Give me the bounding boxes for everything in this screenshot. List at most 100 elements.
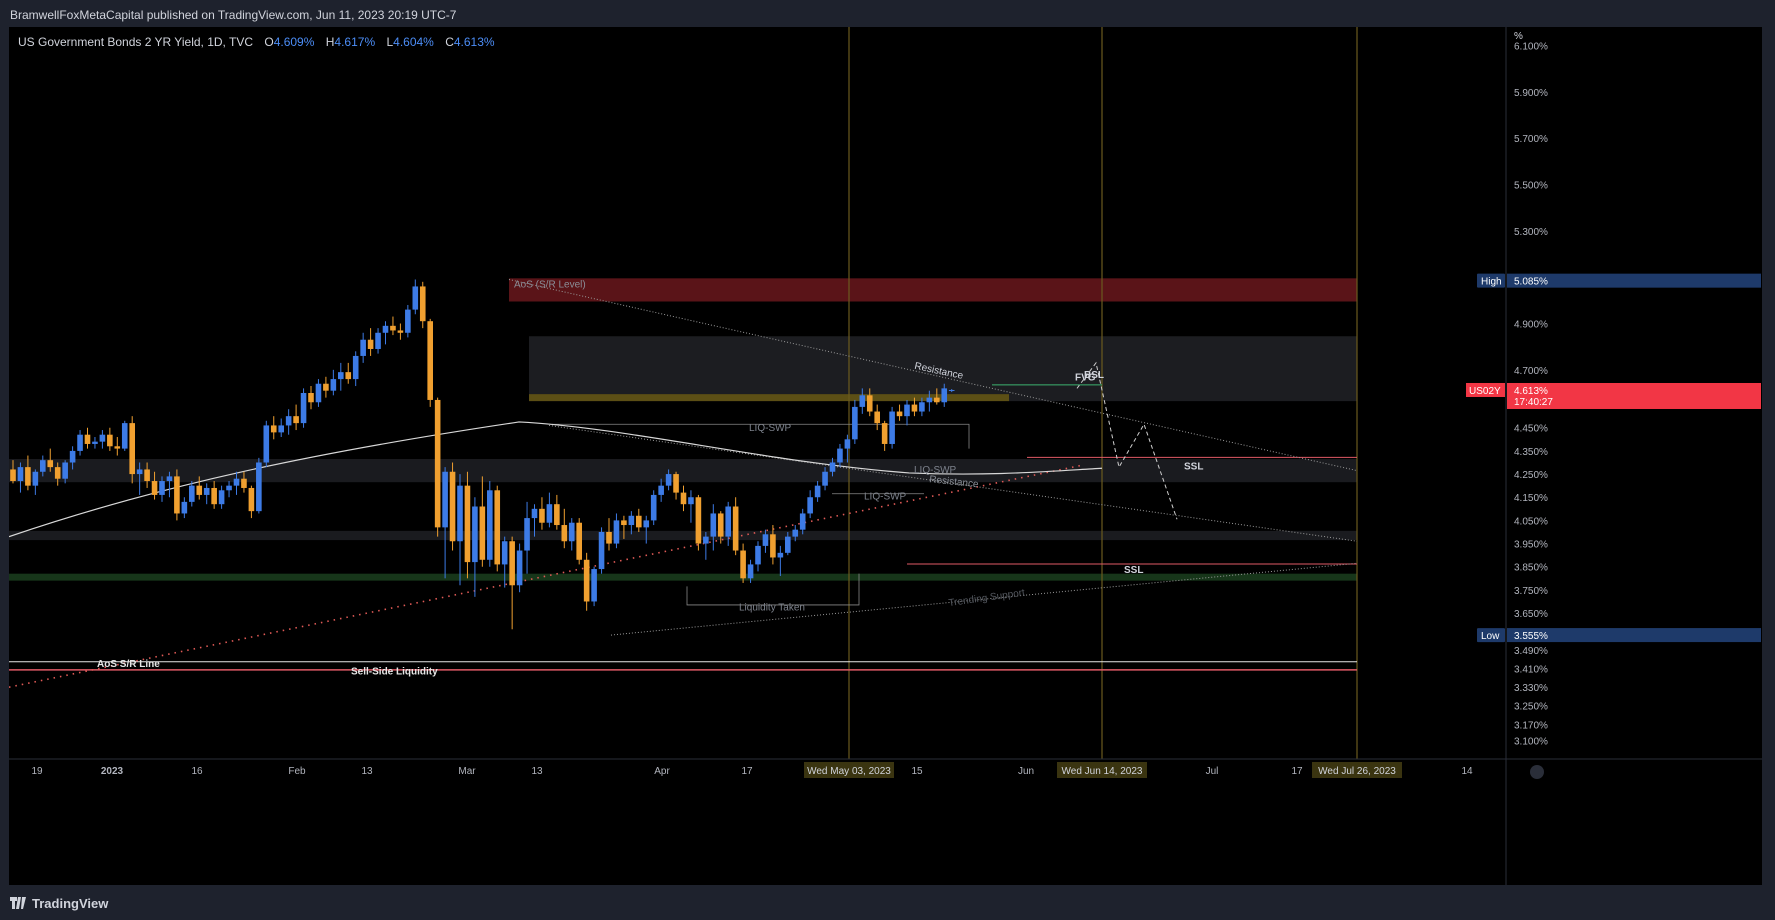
candle-body: [822, 471, 828, 486]
legend-low-label: L: [386, 35, 394, 49]
candle-body: [293, 416, 299, 424]
candle-body: [449, 471, 456, 542]
annotation-liq-swp-1: LIQ-SWP: [749, 423, 792, 434]
candle-body: [285, 416, 292, 426]
low-badge-value: 3.555%: [1514, 631, 1548, 642]
candle-body: [524, 518, 530, 551]
candle-body: [762, 534, 769, 546]
annotation-aos-sr-line: AoS S/R Line: [97, 659, 160, 670]
candle-body: [40, 460, 46, 472]
time-tick-label: 14: [1461, 766, 1473, 777]
time-tick-label: 17: [741, 766, 753, 777]
candle-body: [114, 446, 121, 449]
price-axis-unit: %: [1514, 31, 1523, 42]
time-tick-label: 13: [361, 766, 373, 777]
candle-body: [151, 481, 158, 495]
candle-body: [665, 474, 672, 486]
candle-body: [84, 434, 91, 444]
price-tick-label: 4.900%: [1514, 320, 1548, 331]
footer-brand[interactable]: TradingView: [10, 896, 108, 911]
mid-zone: [9, 530, 1357, 541]
price-tick-label: 3.850%: [1514, 563, 1548, 574]
candle-body: [583, 559, 590, 602]
candle-body: [174, 476, 180, 514]
candle-body: [658, 485, 664, 495]
candle-body: [419, 286, 426, 322]
legend-close-label: C: [445, 35, 454, 49]
order-block-zone: [529, 394, 1009, 402]
candle-body: [360, 339, 366, 356]
candle-body: [121, 423, 128, 449]
last-price-value: 4.613%: [1514, 386, 1548, 397]
candle-body: [613, 520, 620, 544]
legend-symbol: US Government Bonds 2 YR Yield, 1D, TVC: [18, 35, 254, 49]
candle-body: [464, 485, 471, 563]
time-tick-label: 13: [531, 766, 543, 777]
candle-body: [412, 286, 419, 310]
candle-body: [54, 467, 61, 479]
chart-panel[interactable]: AoS (S/R Level) Resistance FVG BSL LIQ-SWP LI…: [9, 27, 1762, 885]
time-tick-label: Feb: [288, 766, 306, 777]
high-badge-label: High: [1481, 277, 1502, 288]
candle-body: [747, 564, 754, 579]
candle-body: [561, 525, 568, 542]
candle-body: [740, 550, 746, 579]
low-badge-label: Low: [1481, 631, 1500, 642]
candle-body: [807, 497, 813, 514]
candle-body: [196, 485, 203, 495]
candle-body: [367, 339, 374, 349]
candle-body: [576, 522, 582, 560]
candle-body: [32, 471, 39, 486]
candle-body: [203, 487, 210, 495]
price-tick-label: 4.450%: [1514, 424, 1548, 435]
candle-body: [941, 388, 948, 403]
candle-body: [501, 541, 508, 565]
candle-body: [814, 485, 821, 498]
candle-body: [382, 325, 389, 333]
candle-body: [218, 490, 225, 505]
candle-body: [919, 402, 925, 412]
high-badge-value: 5.085%: [1514, 277, 1548, 288]
candle-body: [345, 372, 352, 380]
candle-body: [375, 332, 381, 349]
symbol-tag-label: US02Y: [1469, 386, 1501, 397]
candle-body: [390, 325, 396, 331]
resistance-trendline: [508, 279, 1358, 472]
candle-body: [539, 508, 545, 523]
candle-body: [308, 393, 314, 403]
price-tick-label: 3.950%: [1514, 540, 1548, 551]
candle-body: [405, 309, 411, 333]
candle-body: [479, 506, 486, 560]
legend-close-value: 4.613%: [453, 35, 495, 49]
time-tick-label: 17: [1291, 766, 1303, 777]
liquidity-taken-box: [686, 573, 860, 606]
candle-body: [717, 513, 724, 537]
rising-dotted-trendline: [9, 464, 1085, 688]
candle-body: [352, 355, 359, 380]
candle-body: [866, 395, 873, 412]
price-tick-label: 6.100%: [1514, 42, 1548, 53]
candle-body: [934, 397, 940, 403]
candle-body: [732, 506, 739, 551]
marker-date-bg: [1312, 762, 1402, 778]
candle-body: [844, 439, 851, 449]
marker-date-bg: [804, 762, 894, 778]
candle-body: [755, 545, 761, 565]
price-tick-label: 5.300%: [1514, 227, 1548, 238]
price-tick-label: 3.250%: [1514, 702, 1548, 713]
candle-body: [248, 487, 255, 512]
candle-body: [852, 406, 858, 440]
marker-date-label: Wed Jul 26, 2023: [1318, 766, 1396, 777]
candle-body: [703, 536, 709, 544]
candle-body: [47, 460, 54, 468]
candle-body: [494, 490, 501, 565]
candle-body: [516, 550, 523, 586]
candle-body: [636, 515, 642, 528]
price-tick-label: 4.150%: [1514, 493, 1548, 504]
price-tick-label: 5.500%: [1514, 181, 1548, 192]
candle-body: [338, 372, 344, 380]
candle-body: [17, 467, 24, 482]
candle-body: [92, 441, 98, 444]
time-tick-label: Jul: [1206, 766, 1219, 777]
